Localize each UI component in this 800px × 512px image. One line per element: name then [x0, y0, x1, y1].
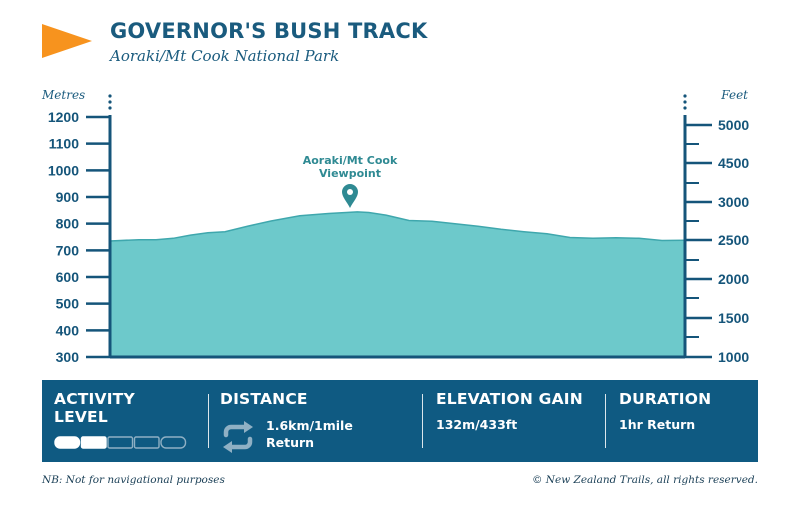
y-left-unit-label: Metres [41, 88, 85, 102]
y-left-tick-label: 600 [56, 269, 80, 285]
map-pin-dot [347, 189, 353, 195]
axis-continuation-dot [683, 94, 687, 98]
y-left-tick-label: 1200 [48, 109, 79, 125]
flag-logo-icon [42, 24, 92, 58]
axis-continuation-dot [683, 100, 687, 104]
viewpoint-label: Aoraki/Mt Cook [303, 154, 398, 167]
activity-level-title: ACTIVITY [54, 390, 135, 408]
y-right-tick-label: 1500 [718, 310, 749, 326]
axis-continuation-dot [108, 94, 112, 98]
activity-level-title-2: LEVEL [54, 408, 108, 426]
y-left-tick-label: 900 [56, 189, 80, 205]
y-left-tick-label: 700 [56, 242, 80, 258]
map-pin-icon [342, 184, 358, 208]
y-right-tick-label: 3000 [718, 194, 749, 210]
page-title: GOVERNOR'S BUSH TRACK [110, 19, 428, 43]
y-right-tick-label: 5000 [718, 117, 749, 133]
page-subtitle: Aoraki/Mt Cook National Park [110, 47, 340, 65]
distance-value: 1.6km/1mile [266, 418, 353, 433]
y-right-tick-label: 2500 [718, 232, 749, 248]
divider [208, 394, 209, 448]
return-loop-icon [223, 421, 253, 453]
y-right-tick-label: 2000 [718, 271, 749, 287]
track-info-bar: ACTIVITY LEVEL DISTANCE 1.6km/1mile Retu… [42, 380, 758, 462]
axis-continuation-dot [108, 100, 112, 104]
distance-type: Return [266, 435, 315, 450]
activity-level-segment [80, 436, 107, 449]
activity-level-segment [107, 436, 134, 449]
elevation-gain-title: ELEVATION GAIN [436, 390, 583, 408]
viewpoint-label-2: Viewpoint [319, 167, 381, 180]
elevation-chart: Metres Feet 1200 1100 1000 900 800 700 600 500 400… [41, 88, 749, 365]
activity-level-meter [54, 436, 187, 449]
y-left-tick-label: 1100 [49, 136, 80, 152]
axis-continuation-dot [108, 106, 112, 110]
activity-level-segment [160, 436, 187, 449]
disclaimer-text: NB: Not for navigational purposes [42, 474, 225, 486]
axis-continuation-dot [683, 106, 687, 110]
elevation-gain-value: 132m/433ft [436, 417, 518, 432]
duration-value: 1hr Return [619, 417, 696, 432]
y-left-tick-label: 400 [56, 322, 80, 338]
y-right-tick-label: 1000 [718, 349, 749, 365]
activity-level-segment [54, 436, 81, 449]
y-right-unit-label: Feet [720, 88, 748, 102]
divider [422, 394, 423, 448]
distance-title: DISTANCE [220, 390, 308, 408]
y-left-tick-label: 800 [56, 216, 80, 232]
y-left-tick-label: 500 [56, 296, 80, 312]
y-left-tick-label: 1000 [48, 162, 79, 178]
elevation-line [109, 211, 686, 242]
activity-level-segment [133, 436, 160, 449]
copyright-text: © New Zealand Trails, all rights reserve… [531, 474, 758, 486]
y-right-tick-label: 4500 [718, 155, 749, 171]
elevation-area [110, 211, 685, 357]
duration-title: DURATION [619, 390, 712, 408]
divider [605, 394, 606, 448]
y-left-tick-label: 300 [56, 349, 80, 365]
